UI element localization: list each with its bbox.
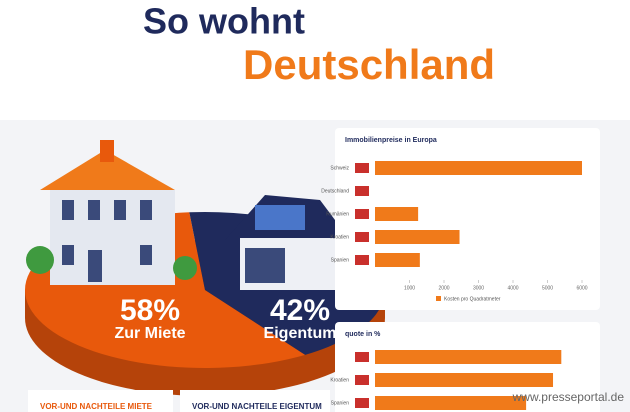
box-title: VOR-UND NACHTEILE MIETE bbox=[40, 402, 153, 411]
houses bbox=[26, 140, 355, 290]
x-tick-label: 4000 bbox=[507, 285, 518, 291]
bar bbox=[375, 161, 582, 175]
y-tick-label: Deutschland bbox=[321, 188, 349, 194]
title-line1: So wohnt bbox=[143, 1, 305, 42]
y-tick-label: Schweiz bbox=[330, 165, 349, 171]
info-box bbox=[28, 390, 173, 412]
y-tick-label: Spanien bbox=[331, 257, 350, 263]
y-tick-label: Kroatien bbox=[330, 234, 349, 240]
x-tick-label: 1000 bbox=[404, 285, 415, 291]
bar bbox=[375, 396, 527, 410]
y-tick-label: Rumänien bbox=[326, 211, 349, 217]
slice-label: Zur Miete bbox=[114, 325, 185, 342]
flag bbox=[355, 398, 369, 408]
slice-value: 58% bbox=[120, 294, 180, 327]
card bbox=[335, 128, 600, 310]
bar bbox=[375, 207, 419, 221]
flag bbox=[355, 163, 369, 173]
flag bbox=[355, 255, 369, 265]
bar bbox=[375, 350, 562, 364]
flag bbox=[355, 375, 369, 385]
x-tick-label: 2000 bbox=[438, 285, 449, 291]
legend-swatch bbox=[436, 296, 441, 301]
x-tick-label: 5000 bbox=[542, 285, 553, 291]
box-title: VOR-UND NACHTEILE EIGENTUM bbox=[192, 402, 322, 411]
slice-label: Eigentum bbox=[264, 325, 337, 342]
slice-value: 42% bbox=[270, 294, 330, 327]
info-box bbox=[180, 390, 330, 412]
watermark: www.presseportal.de bbox=[512, 390, 625, 404]
y-tick-label: Kroatien bbox=[330, 377, 349, 383]
title-line2: Deutschland bbox=[243, 41, 495, 88]
bar bbox=[375, 230, 460, 244]
flag bbox=[355, 352, 369, 362]
header-band bbox=[0, 0, 630, 120]
bar-chart: quote in % Kroatien Spanien bbox=[330, 322, 600, 412]
bar-chart: Immobilienpreise in Europa Schweiz Deutsch… bbox=[321, 128, 600, 310]
flag bbox=[355, 186, 369, 196]
y-tick-label: Spanien bbox=[331, 400, 350, 406]
flag bbox=[355, 209, 369, 219]
x-tick-label: 3000 bbox=[473, 285, 484, 291]
card bbox=[335, 322, 600, 412]
bar bbox=[375, 253, 420, 267]
chart-title: Immobilienpreise in Europa bbox=[345, 137, 437, 144]
x-tick-label: 6000 bbox=[576, 285, 587, 291]
chart-title: quote in % bbox=[345, 331, 381, 338]
legend-label: Kosten pro Quadratmeter bbox=[444, 296, 501, 302]
bar bbox=[375, 373, 554, 387]
flag bbox=[355, 232, 369, 242]
